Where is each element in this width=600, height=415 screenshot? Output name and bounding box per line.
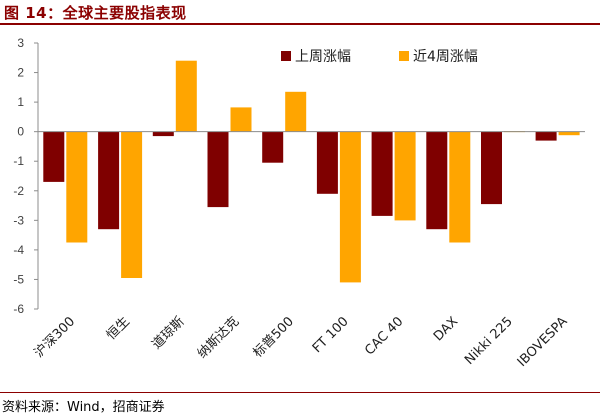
legend: 上周涨幅 近4周涨幅 [281,49,478,65]
source-rule [0,392,600,393]
x-category-label: 道琼斯 [149,314,187,352]
y-tick-label: 1 [17,95,24,109]
y-tick-label: -6 [13,302,24,316]
bar-last-week-1 [98,131,120,230]
bar-last-week-5 [316,131,338,194]
y-tick-label: 0 [17,125,24,139]
x-category-label: DAX [431,314,461,344]
bar-last-week-0 [43,131,65,182]
bar-last-4-weeks-3 [230,107,252,132]
x-category-label: CAC 40 [362,314,406,358]
x-category-label: FT 100 [310,314,352,356]
bar-last-4-weeks-9 [558,131,580,136]
bar-last-week-2 [152,131,174,137]
legend-swatch [399,51,409,61]
bar-last-week-8 [481,131,502,205]
y-tick-label: 3 [17,36,24,50]
y-tick-label: -5 [13,272,24,286]
bar-last-week-3 [207,131,229,208]
chart-title: 图 14：全球主要股指表现 [4,4,187,22]
bar-last-4-weeks-7 [449,131,471,243]
bar-last-4-weeks-4 [285,91,307,132]
y-tick-label: -4 [13,243,24,257]
y-tick-label: -1 [13,154,24,168]
bar-last-4-weeks-6 [394,131,416,221]
bar-last-week-6 [371,131,393,216]
bar-last-4-weeks-1 [121,131,143,278]
title-rule [0,23,600,25]
legend-label: 近4周涨幅 [413,49,478,65]
bar-last-4-weeks-5 [339,131,361,283]
x-category-label: Nikki 225 [462,314,516,368]
x-category-label: 纳斯达克 [195,314,242,361]
x-category-label: 恒生 [104,314,133,343]
source-note: 资料来源：Wind，招商证券 [2,400,165,415]
bar-last-4-weeks-0 [66,131,88,243]
y-tick-label: 2 [17,66,24,80]
y-tick-label: -2 [13,184,24,198]
legend-label: 上周涨幅 [295,49,351,65]
bar-last-4-weeks-2 [175,60,197,132]
legend-swatch [281,51,291,61]
x-category-label: 沪深300 [31,314,78,361]
y-tick-label: -3 [13,213,24,227]
x-category-label: 标普500 [250,314,297,361]
x-category-label: IBOVESPA [515,314,571,370]
bar-last-week-9 [535,131,557,141]
bar-last-week-4 [262,131,284,163]
bar-last-week-7 [426,131,448,230]
